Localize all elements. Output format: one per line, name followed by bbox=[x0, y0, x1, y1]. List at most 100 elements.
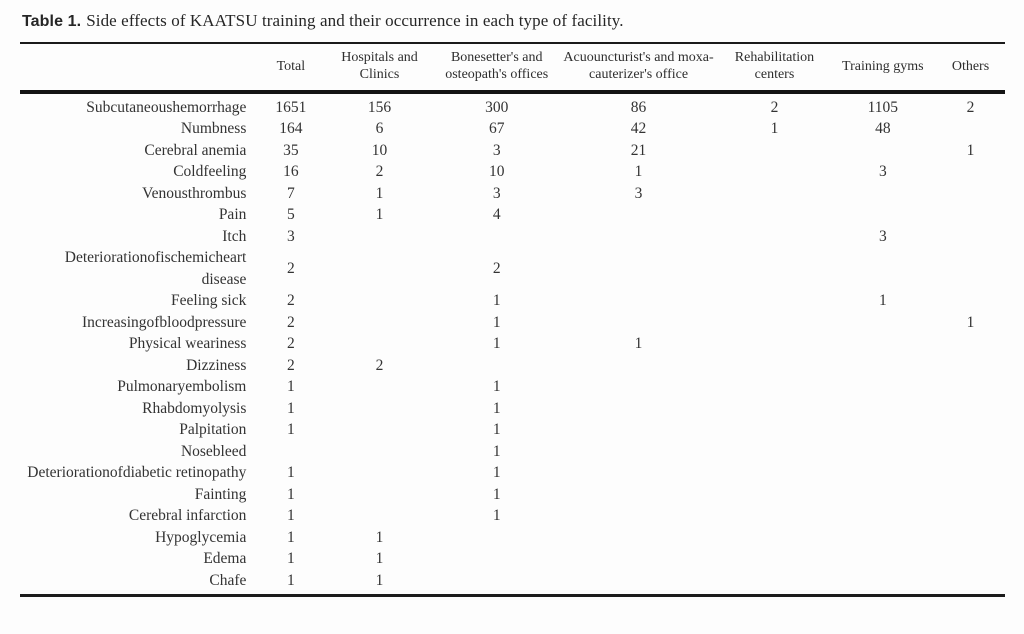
count-cell: 1 bbox=[287, 550, 295, 568]
count-cell: 2 bbox=[492, 260, 501, 278]
count-cell: 35 bbox=[283, 141, 299, 159]
count-cell: 1105 bbox=[867, 98, 899, 116]
count-cell: 5 bbox=[287, 206, 295, 224]
count-cell bbox=[719, 290, 829, 312]
count-cell bbox=[719, 484, 829, 506]
count-cell bbox=[719, 333, 829, 355]
count-cell bbox=[936, 484, 1005, 506]
count-cell: 1 bbox=[878, 292, 887, 310]
table-row: Fainting 1 1 bbox=[20, 484, 1005, 506]
count-cell: 1651 bbox=[275, 98, 307, 116]
count-cell bbox=[719, 140, 829, 162]
count-cell: 1 bbox=[287, 378, 295, 396]
side-effect-label: Coldfeeling bbox=[173, 163, 247, 181]
count-cell bbox=[558, 204, 720, 226]
count-cell: 1 bbox=[287, 421, 295, 439]
side-effect-label: Chafe bbox=[209, 571, 247, 589]
side-effect-label: Venousthrombus bbox=[142, 184, 247, 202]
count-cell bbox=[436, 570, 558, 596]
count-cell: 3 bbox=[878, 163, 887, 181]
count-cell bbox=[830, 398, 936, 420]
count-cell: 2 bbox=[375, 356, 384, 374]
count-cell bbox=[936, 398, 1005, 420]
count-cell bbox=[558, 226, 720, 248]
side-effect-label: Rhabdomyolysis bbox=[142, 399, 247, 417]
table-row: Chafe 1 1 bbox=[20, 570, 1005, 596]
count-cell bbox=[323, 398, 435, 420]
count-cell bbox=[719, 398, 829, 420]
count-cell bbox=[323, 333, 435, 355]
table-row: Edema 1 1 bbox=[20, 548, 1005, 570]
table-row: Palpitation 1 1 bbox=[20, 419, 1005, 441]
side-effect-label: Cerebral anemia bbox=[144, 141, 247, 159]
count-cell bbox=[719, 527, 829, 549]
count-cell: 16 bbox=[283, 163, 299, 181]
count-cell bbox=[558, 312, 720, 334]
table-row: Itch 3 3 bbox=[20, 226, 1005, 248]
table-row: Deteriorationofdiabetic retinopathy 1 1 bbox=[20, 462, 1005, 484]
count-cell bbox=[558, 462, 720, 484]
side-effect-label: Nosebleed bbox=[180, 442, 247, 460]
count-cell bbox=[719, 376, 829, 398]
table-row: Dizziness 2 2 bbox=[20, 355, 1005, 377]
count-cell bbox=[558, 290, 720, 312]
count-cell: 2 bbox=[287, 313, 295, 331]
count-cell bbox=[558, 398, 720, 420]
count-cell bbox=[323, 290, 435, 312]
count-cell bbox=[719, 441, 829, 463]
side-effect-label: Subcutaneoushemorrhage bbox=[86, 98, 247, 116]
count-cell bbox=[323, 462, 435, 484]
count-cell: 3 bbox=[492, 184, 501, 202]
count-cell: 3 bbox=[287, 227, 295, 245]
count-cell: 2 bbox=[770, 98, 779, 116]
count-cell bbox=[558, 247, 720, 290]
table-row: Numbness 164 6 67 42 1 48 bbox=[20, 118, 1005, 140]
count-cell: 1 bbox=[634, 163, 643, 181]
count-cell: 1 bbox=[492, 335, 501, 353]
count-cell bbox=[558, 441, 720, 463]
col-header-acupuncturists-moxa: Acuouncturist's and moxa-cauterizer's of… bbox=[563, 49, 714, 83]
count-cell: 1 bbox=[492, 485, 501, 503]
count-cell bbox=[719, 247, 829, 290]
count-cell: 1 bbox=[375, 528, 384, 546]
count-cell: 1 bbox=[492, 442, 501, 460]
count-cell bbox=[558, 419, 720, 441]
count-cell: 164 bbox=[279, 120, 303, 138]
count-cell bbox=[323, 441, 435, 463]
count-cell bbox=[936, 570, 1005, 596]
count-cell: 1 bbox=[375, 571, 384, 589]
count-cell bbox=[830, 247, 936, 290]
table-row: Coldfeeling 16 2 10 1 3 bbox=[20, 161, 1005, 183]
count-cell: 2 bbox=[375, 163, 384, 181]
table-row: Deteriorationofischemicheart disease 2 2 bbox=[20, 247, 1005, 290]
count-cell: 2 bbox=[287, 292, 295, 310]
table-caption: Table 1. Side effects of KAATSU training … bbox=[22, 10, 1024, 33]
count-cell: 1 bbox=[287, 528, 295, 546]
side-effect-label: Deteriorationofdiabetic retinopathy bbox=[27, 464, 247, 482]
count-cell bbox=[830, 441, 936, 463]
side-effect-label: Feeling sick bbox=[171, 292, 247, 310]
count-cell bbox=[436, 527, 558, 549]
count-cell bbox=[830, 419, 936, 441]
count-cell bbox=[258, 441, 323, 463]
count-cell bbox=[936, 118, 1005, 140]
count-cell bbox=[558, 548, 720, 570]
count-cell: 1 bbox=[966, 141, 975, 159]
count-cell bbox=[830, 527, 936, 549]
count-cell bbox=[719, 419, 829, 441]
count-cell: 2 bbox=[287, 335, 295, 353]
side-effect-label: Physical weariness bbox=[128, 335, 247, 353]
side-effect-label: Cerebral infarction bbox=[128, 507, 247, 525]
count-cell bbox=[936, 204, 1005, 226]
count-cell bbox=[558, 484, 720, 506]
count-cell bbox=[936, 226, 1005, 248]
header-row: Total Hospitals and Clinics Bonesetter's… bbox=[20, 43, 1005, 92]
count-cell: 67 bbox=[488, 120, 505, 138]
table-row: Increasingofbloodpressure 2 1 1 bbox=[20, 312, 1005, 334]
col-header-rehabilitation-centers: Rehabilitation centers bbox=[734, 49, 815, 83]
count-cell bbox=[719, 204, 829, 226]
count-cell: 3 bbox=[878, 227, 887, 245]
side-effect-label: Numbness bbox=[180, 120, 247, 138]
side-effect-label: Dizziness bbox=[186, 356, 247, 374]
